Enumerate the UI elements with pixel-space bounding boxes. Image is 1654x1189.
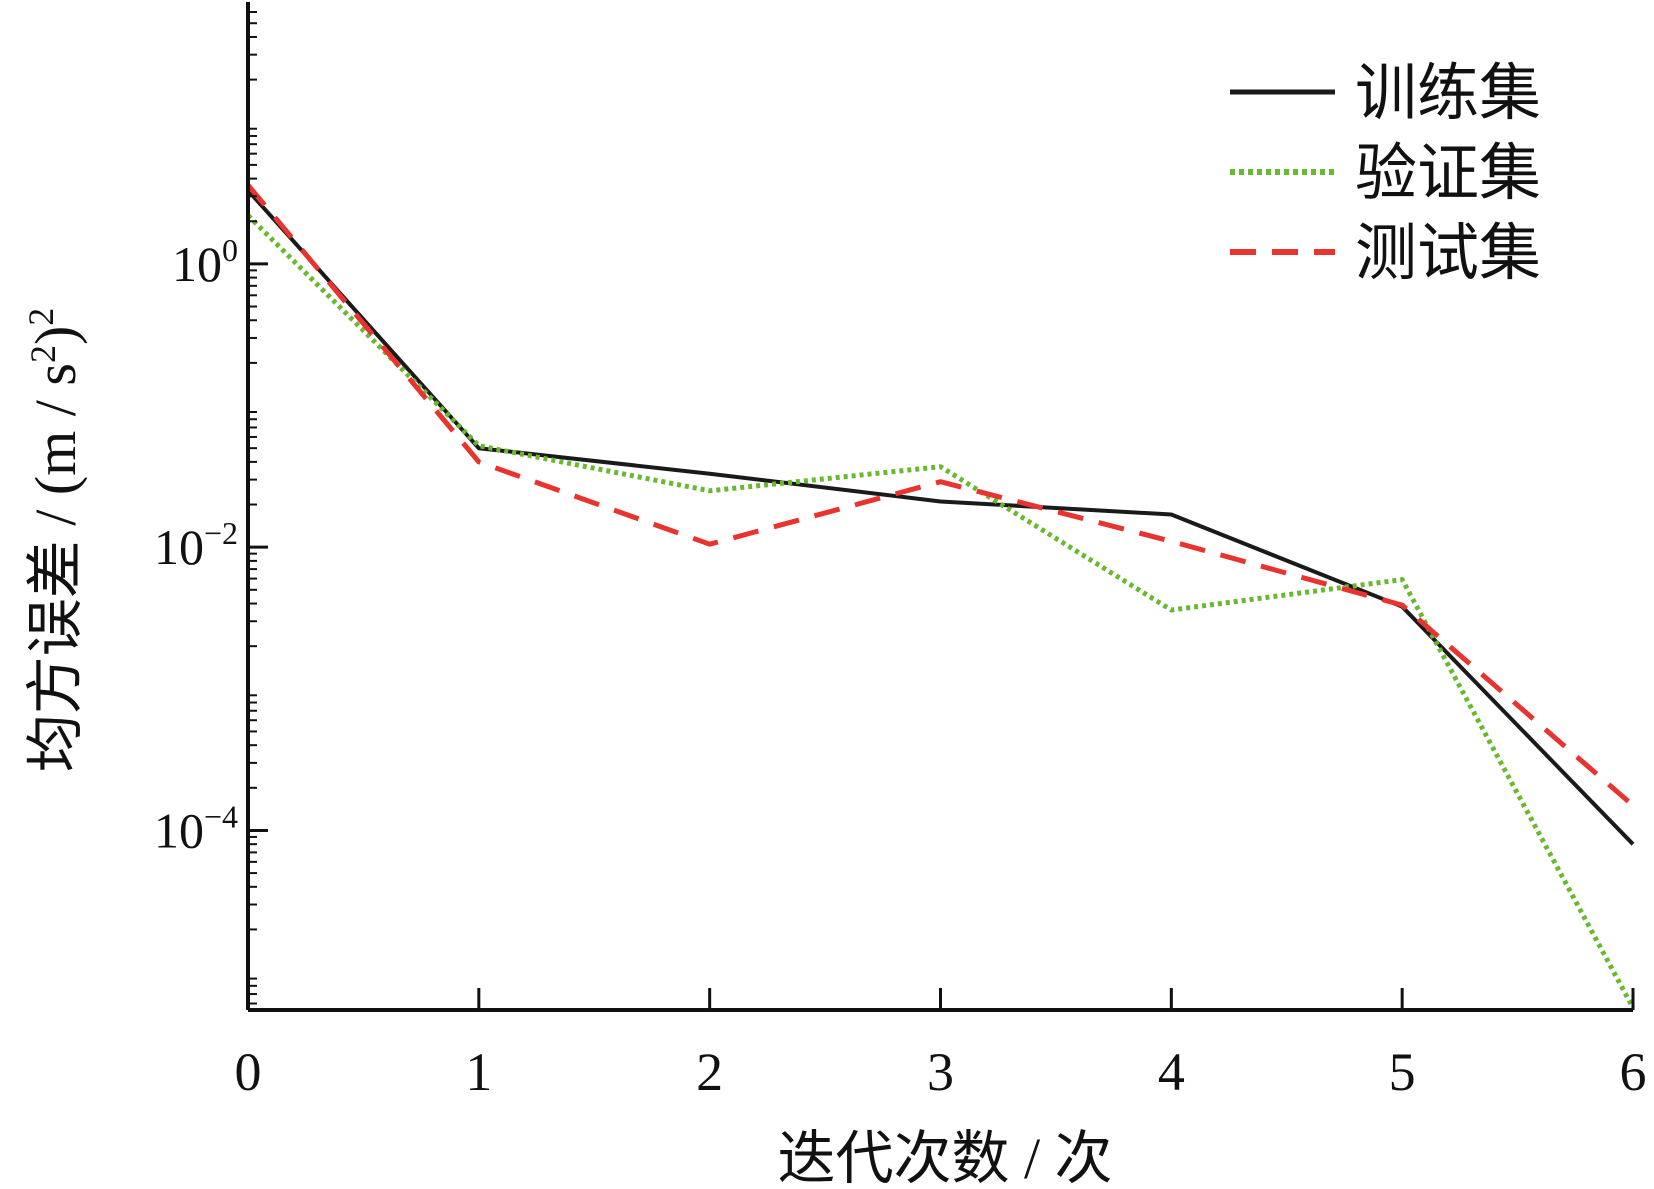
y-tick-label-1: 100 [172,232,238,292]
series-line-1 [246,189,1635,846]
x-axis-title: 迭代次数 / 次 [777,1126,1112,1189]
x-tick-label-1: 1 [465,1042,492,1102]
x-tick-label-4: 4 [1158,1042,1185,1102]
series-line-2 [246,213,1636,1009]
y-axis-title-close: ) [23,326,88,345]
x-tick-label-6: 6 [1620,1042,1647,1102]
legend-label-2: 验证集 [1355,140,1541,208]
x-tick-label-0: 0 [235,1042,262,1102]
y-tick-label-3: 10−4 [154,798,238,858]
y-tick-label-2: 10−2 [154,515,238,575]
series-line-3 [246,183,1635,808]
y-axis-title: 均方误差 / (m / s2)2 [21,308,88,773]
y-axis-title-main: 均方误差 / (m / s [23,363,88,772]
y-axis-title-sup1: 2 [23,345,63,363]
series-layer [246,183,1636,1009]
x-tick-label-5: 5 [1389,1042,1416,1102]
legend-label-3: 测试集 [1355,220,1541,288]
y-axis-title-sup2: 2 [21,308,61,326]
x-tick-label-2: 2 [696,1042,723,1102]
legend-label-1: 训练集 [1355,60,1541,128]
ticks-layer: 100 10−2 10−4 0 1 2 3 4 5 6 [154,11,1647,1102]
x-tick-label-3: 3 [927,1042,954,1102]
